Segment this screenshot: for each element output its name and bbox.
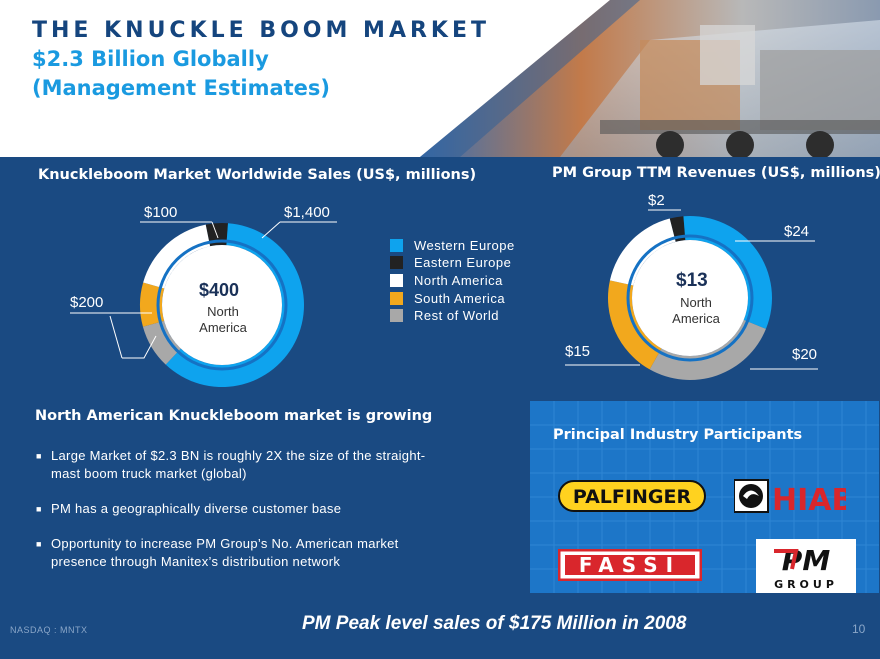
legend-swatch — [390, 273, 403, 287]
donut-chart-pm-group — [608, 216, 772, 380]
participants-panel: Principal Industry Participants PALFINGE… — [530, 401, 879, 593]
bullet-text: Large Market of $2.3 BN is roughly 2X th… — [51, 448, 426, 481]
legend-item: Western Europe — [390, 236, 515, 254]
chart2-label-rest-of-world: $20 — [792, 346, 818, 363]
truck-photo — [420, 0, 880, 157]
chart1-title: Knuckleboom Market Worldwide Sales (US$,… — [38, 167, 477, 183]
chart2-label-western-europe: $24 — [784, 223, 810, 240]
chart1-center-value: $400 — [199, 280, 240, 300]
bullet-item: ■ PM has a geographically diverse custom… — [36, 500, 446, 518]
bullet-item: ■ Opportunity to increase PM Group’s No.… — [36, 535, 446, 571]
bullet-marker: ■ — [36, 539, 42, 549]
legend-label: South America — [414, 290, 506, 306]
footer-tagline: PM Peak level sales of $175 Million in 2… — [302, 613, 687, 634]
chart2-title: PM Group TTM Revenues (US$, millions) — [552, 165, 880, 181]
leader-lines — [70, 209, 818, 370]
chart1-label-western-europe: $1,400 — [284, 204, 330, 221]
legend-item: South America — [390, 289, 505, 307]
legend-label: North America — [414, 272, 503, 288]
legend-label: Eastern Europe — [414, 254, 512, 270]
growth-heading: North American Knuckleboom market is gro… — [35, 408, 433, 424]
chart2-label-eastern-europe: $2 — [648, 192, 665, 209]
donut-slice-rest-of-world — [649, 319, 766, 380]
legend-item: Rest of World — [390, 306, 499, 324]
bullet-text: PM has a geographically diverse customer… — [51, 501, 342, 516]
donut-slice-north-america — [143, 224, 211, 289]
page-title: THE KNUCKLE BOOM MARKET — [32, 18, 490, 43]
legend-label: Rest of World — [414, 307, 500, 323]
donut-center — [162, 245, 282, 365]
pm-group-logo: PM GROUP — [756, 539, 856, 593]
header-banner: THE KNUCKLE BOOM MARKET $2.3 Billion Glo… — [0, 0, 880, 157]
chart1-label-eastern-europe: $100 — [144, 204, 178, 221]
footer-ticker: NASDAQ : MNTX — [10, 625, 88, 635]
legend-item: Eastern Europe — [390, 253, 511, 271]
donut-inner-ring — [626, 234, 754, 362]
legend-label: Western Europe — [414, 237, 515, 253]
legend-item: North America — [390, 271, 503, 289]
pm-logo-text: PM — [782, 544, 831, 577]
hiab-logo-text: HIAB — [772, 483, 846, 515]
donut-chart-worldwide — [139, 222, 305, 387]
palfinger-logo-text: PALFINGER — [573, 486, 692, 508]
chart1-center-label: North America — [199, 304, 247, 335]
palfinger-logo: PALFINGER — [558, 480, 706, 512]
legend-swatch — [390, 308, 403, 322]
donut-slice-western-europe — [683, 216, 772, 329]
legend-swatch — [390, 238, 403, 252]
chart2-label-south-america: $15 — [565, 343, 591, 360]
bullet-item: ■ Large Market of $2.3 BN is roughly 2X … — [36, 447, 446, 483]
chart1-label-south-america: $200 — [70, 294, 104, 311]
bullet-text: Opportunity to increase PM Group’s No. A… — [51, 536, 399, 569]
legend-swatch — [390, 255, 403, 269]
donut-slice-rest-of-world — [142, 320, 181, 365]
pm-group-text: GROUP — [774, 578, 838, 591]
donut-slice-north-america — [609, 218, 676, 286]
chart2-center-label: North America — [672, 295, 720, 326]
subtitle-line-1: $2.3 Billion Globally — [32, 47, 269, 71]
page-number: 10 — [852, 622, 866, 636]
fassi-logo-text: FASSI — [579, 553, 681, 577]
bullet-marker: ■ — [36, 451, 42, 461]
participants-title: Principal Industry Participants — [553, 427, 803, 443]
fassi-logo: FASSI — [558, 549, 702, 581]
donut-center — [632, 240, 748, 356]
legend-swatch — [390, 291, 403, 305]
donut-inner-ring — [156, 239, 288, 371]
subtitle-line-2: (Management Estimates) — [32, 76, 330, 100]
chart2-center-value: $13 — [676, 270, 708, 291]
hiab-logo: HIAB — [734, 479, 846, 515]
bullet-marker: ■ — [36, 504, 42, 514]
